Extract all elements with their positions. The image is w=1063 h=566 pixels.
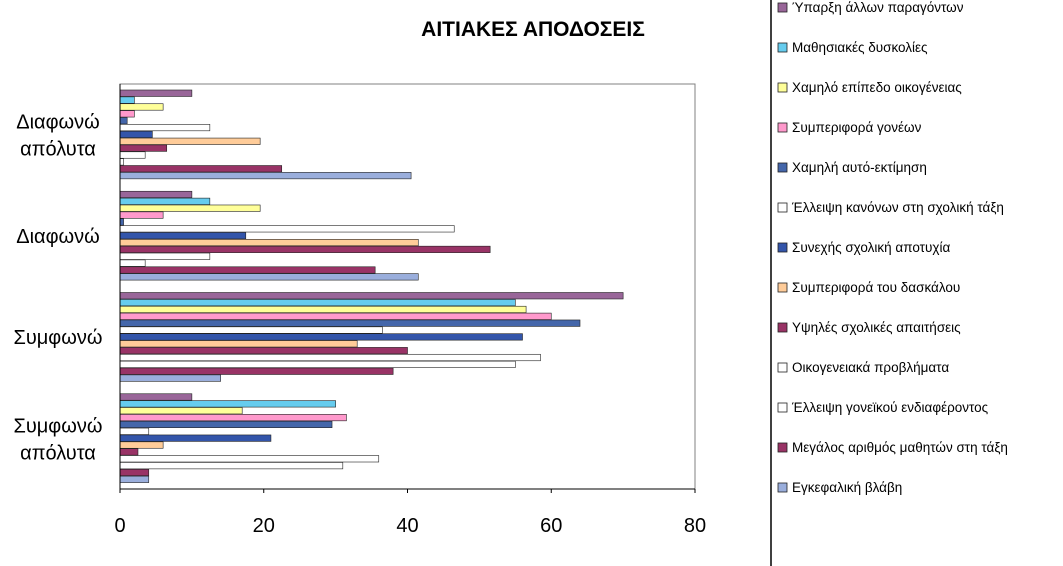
legend-swatch (777, 322, 788, 333)
bar-3-7 (119, 427, 150, 435)
bar-2-3 (119, 353, 541, 362)
legend-label: Συμπεριφορά γονέων (792, 120, 922, 135)
legend-swatch (777, 282, 788, 293)
bar-3-10 (119, 407, 243, 415)
bar-2-0 (119, 374, 221, 382)
bar-2-4 (119, 347, 408, 355)
bar-3-1 (119, 468, 150, 477)
bar-0-12 (119, 89, 193, 97)
legend-label: Εγκεφαλική βλάβη (792, 480, 902, 495)
legend: Ύπαρξη άλλων παραγόντων Μαθησιακές δυσκολ… (770, 0, 1008, 566)
bar-1-7 (119, 225, 455, 233)
bar-0-4 (119, 144, 168, 152)
bar-1-1 (119, 266, 376, 274)
legend-label: Ύπαρξη άλλων παραγόντων (792, 0, 964, 15)
bar-0-3 (119, 151, 146, 159)
bar-2-9 (119, 312, 552, 320)
legend-swatch (777, 162, 788, 173)
bar-2-11 (119, 299, 516, 307)
category-label: Διαφωνώ απόλυτα (16, 112, 100, 161)
bar-1-10 (119, 204, 261, 212)
bar-2-12 (119, 292, 624, 300)
bar-1-9 (119, 211, 164, 219)
bar-1-2 (119, 259, 146, 267)
category-label: Συμφωνώ (13, 327, 102, 349)
legend-swatch (777, 242, 788, 253)
bar-1-5 (119, 239, 419, 247)
bar-3-9 (119, 414, 347, 422)
chart-title: ΑΙΤΙΑΚΕΣ ΑΠΟΔΟΣΕΙΣ (421, 18, 645, 41)
bar-0-11 (119, 96, 135, 104)
bar-0-6 (119, 130, 153, 138)
legend-label: Χαμηλή αυτό-εκτίμηση (792, 160, 927, 175)
bar-0-2 (119, 158, 124, 166)
bar-0-9 (119, 110, 135, 118)
x-tick-labels: 0 20 40 60 80 (114, 489, 706, 537)
bar-1-0 (119, 273, 419, 281)
bar-2-8 (119, 319, 581, 327)
bar-1-8 (119, 218, 124, 226)
bar-3-5 (119, 441, 164, 449)
bar-1-4 (119, 245, 491, 253)
legend-swatch (777, 2, 788, 13)
legend-swatch (777, 362, 788, 373)
legend-label: Υψηλές σχολικές απαιτήσεις (792, 320, 961, 335)
bar-0-0 (119, 172, 412, 180)
legend-label: Συνεχής σχολική αποτυχία (792, 240, 950, 255)
bar-0-10 (119, 103, 164, 111)
legend-swatch (777, 482, 788, 493)
legend-label: Χαμηλό επίπεδο οικογένειας (792, 80, 962, 95)
legend-swatch (777, 42, 788, 53)
bar-0-1 (119, 165, 283, 173)
bar-3-6 (119, 434, 272, 442)
bar-1-3 (119, 252, 211, 260)
bar-0-7 (119, 124, 211, 132)
legend-label: Οικογενειακά προβλήματα (792, 360, 949, 375)
x-tick-label: 0 (114, 515, 125, 537)
legend-label: Συμπεριφορά του δασκάλου (792, 280, 960, 295)
bar-2-10 (119, 305, 527, 314)
category-label: Διαφωνώ (16, 226, 100, 248)
x-tick-label: 40 (396, 515, 418, 537)
legend-label: Μεγάλος αριθμός μαθητών στη τάξη (792, 440, 1008, 455)
x-tick-label: 20 (253, 515, 275, 537)
bar-3-8 (119, 420, 333, 428)
legend-label: Έλλειψη γονεϊκού ενδιαφέροντος (791, 400, 989, 415)
bar-2-5 (119, 340, 358, 348)
legend-swatch (777, 122, 788, 133)
bar-1-6 (119, 232, 247, 240)
legend-swatch (777, 202, 788, 213)
bar-3-0 (119, 475, 150, 483)
bar-1-11 (119, 197, 211, 205)
x-tick-label: 80 (684, 515, 706, 537)
legend-label: Μαθησιακές δυσκολίες (792, 40, 928, 55)
bar-0-8 (119, 117, 128, 125)
legend-label: Έλλειψη κανόνων στη σχολική τάξη (791, 200, 1004, 215)
legend-swatch (777, 82, 788, 93)
bar-2-2 (119, 360, 516, 368)
bar-3-12 (119, 393, 193, 401)
plot-area: 0 20 40 60 80 Διαφωνώ απόλυτα Διαφωνώ Συμφωνώ Συ… (13, 83, 706, 537)
bar-3-11 (119, 400, 336, 408)
bar-3-2 (119, 462, 344, 470)
bar-1-12 (119, 190, 193, 199)
bar-series-group (119, 89, 624, 483)
bar-2-6 (119, 333, 523, 341)
bar-2-1 (119, 367, 394, 375)
bar-3-3 (119, 455, 380, 463)
legend-swatch (777, 402, 788, 413)
bar-2-7 (119, 326, 383, 334)
bar-0-5 (119, 137, 261, 145)
category-labels: Διαφωνώ απόλυτα Διαφωνώ Συμφωνώ Συμφωνώ απόλυ… (13, 112, 102, 465)
legend-swatch (777, 442, 788, 453)
bar-3-4 (119, 448, 139, 456)
category-label: Συμφωνώ απόλυτα (13, 415, 102, 464)
x-tick-label: 60 (540, 515, 562, 537)
